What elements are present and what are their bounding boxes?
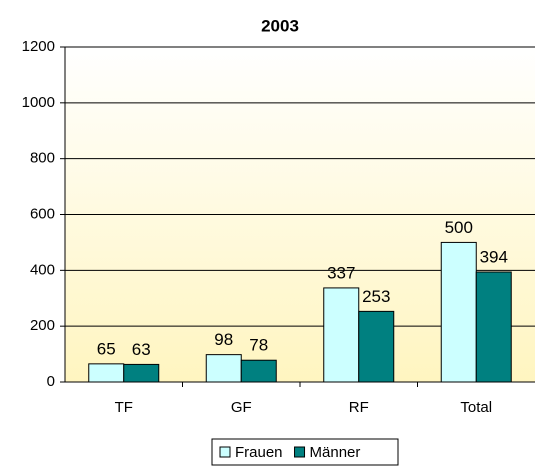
value-label: 65 [97,339,116,358]
y-tick-label: 400 [30,261,55,278]
x-tick-label: GF [231,399,252,416]
value-label: 253 [362,287,390,306]
bar [358,310,395,383]
value-label: 337 [327,263,355,282]
legend-swatch [294,446,306,458]
value-label: 500 [445,218,473,237]
bar [88,363,125,383]
legend-label: Männer [310,444,361,461]
y-tick-label: 1200 [22,38,55,55]
bar [205,354,242,383]
bar [123,363,160,383]
value-label: 394 [480,247,508,266]
x-tick-label: RF [349,399,369,416]
value-label: 78 [249,336,268,355]
y-tick-label: 800 [30,150,55,167]
bar [440,241,477,383]
legend-swatch [219,446,231,458]
value-label: 63 [132,340,151,359]
x-tick-label: TF [115,399,133,416]
y-tick-label: 200 [30,317,55,334]
y-tick-label: 0 [47,373,55,390]
bar [323,287,360,383]
x-tick-label: Total [460,399,492,416]
chart-title: 2003 [261,16,299,35]
bar [240,359,277,383]
value-label: 98 [214,330,233,349]
y-tick-label: 1000 [22,94,55,111]
legend-label: Frauen [235,444,283,461]
y-tick-label: 600 [30,205,55,222]
bar [475,271,512,383]
